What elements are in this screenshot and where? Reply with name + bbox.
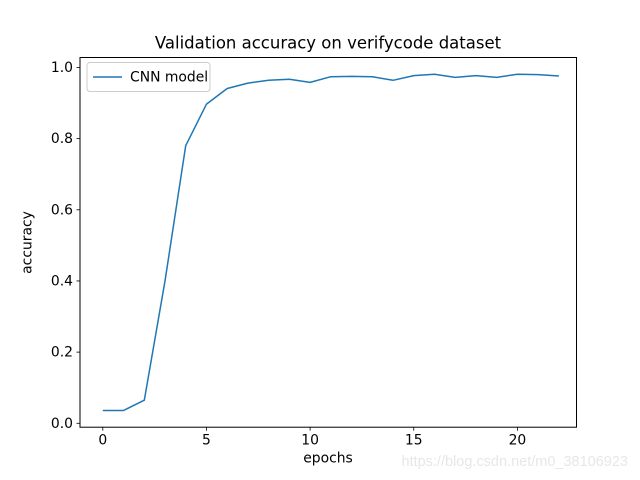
chart-title: Validation accuracy on verifycode datase… [155,34,502,53]
y-tick-label: 0.0 [51,416,73,432]
legend: CNN model [86,62,211,92]
x-tick-label: 10 [301,433,319,449]
accuracy-line [102,73,559,412]
y-tick-label: 0.4 [51,273,73,289]
x-axis-label: epochs [303,451,353,467]
x-tick-label: 0 [98,433,107,449]
y-tick-label: 0.8 [51,131,73,147]
legend-frame [86,62,211,92]
x-tick-label: 20 [509,433,527,449]
watermark: https://blog.csdn.net/m0_38106923 [401,454,628,470]
y-tick-label: 0.6 [51,202,73,218]
x-tick-label: 5 [202,433,211,449]
x-tick-label: 15 [405,433,423,449]
series-lines [102,73,559,412]
y-tick-label: 1.0 [51,60,73,76]
plot-border [79,57,577,428]
y-axis-label: accuracy [20,211,36,274]
y-tick-label: 0.2 [51,345,73,361]
legend-label: CNN model [130,70,208,86]
x-axis-ticks: 0 5 10 15 20 [98,427,526,449]
y-axis-ticks: 0.0 0.2 0.4 0.6 0.8 1.0 [51,60,80,432]
